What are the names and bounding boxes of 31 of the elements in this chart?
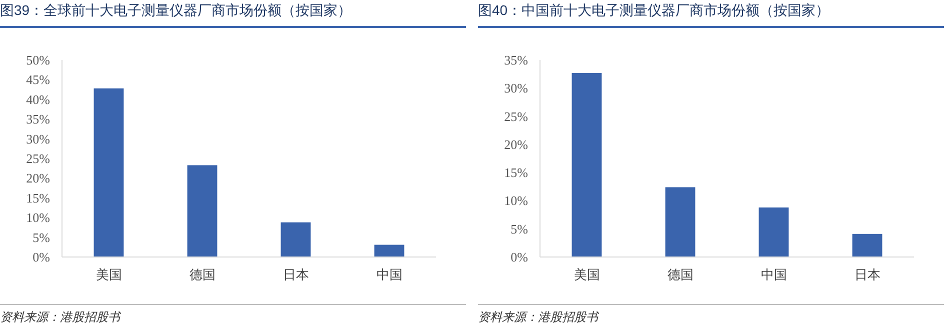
y-tick-label: 30% [26,131,50,146]
y-tick-label: 45% [26,72,50,88]
x-tick-label: 日本 [854,267,880,282]
y-tick-label: 15% [504,165,528,180]
x-tick-label: 中国 [760,267,787,282]
y-tick-label: 25% [504,108,528,124]
x-tick-label: 美国 [96,267,122,282]
y-tick-label: 15% [26,190,50,206]
x-tick-label: 中国 [376,267,402,282]
text: 资料来源：港股招股书 [0,304,466,326]
chart-title: 图40：中国前十大电子测量仪器厂商市场份额（按国家） [478,2,944,28]
x-tick-label: 德国 [189,267,216,282]
y-tick-label: 40% [26,92,50,107]
y-tick-label: 0% [510,250,528,264]
x-tick-label: 德国 [667,267,694,282]
x-tick-label: 美国 [574,267,600,282]
y-tick-label: 35% [26,112,50,127]
y-tick-label: 20% [504,136,528,152]
text: 资料来源：港股招股书 [478,304,944,326]
chart-title: 图39：全球前十大电子测量仪器厂商市场份额（按国家） [0,2,466,28]
y-tick-label: 20% [26,170,50,186]
y-tick-label: 0% [32,250,50,264]
y-tick-label: 35% [504,52,528,68]
y-tick-label: 10% [26,210,50,226]
x-tick-label: 日本 [282,267,309,282]
y-tick-label: 25% [26,151,50,166]
y-tick-label: 5% [32,230,50,245]
y-tick-label: 50% [26,52,50,68]
y-tick-label: 10% [504,193,528,208]
y-tick-label: 30% [504,80,528,96]
y-tick-label: 5% [510,221,528,236]
